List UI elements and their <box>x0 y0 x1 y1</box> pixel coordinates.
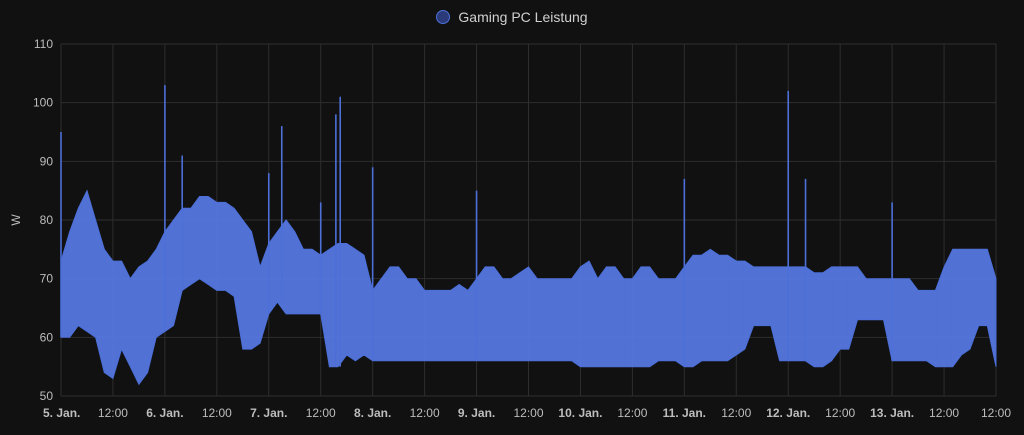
legend-label[interactable]: Gaming PC Leistung <box>458 9 588 25</box>
y-tick-label: 110 <box>34 37 53 51</box>
x-tick-label: 7. Jan. <box>250 406 287 420</box>
x-tick-label: 12. Jan. <box>766 406 810 420</box>
x-tick-label: 5. Jan. <box>43 406 80 420</box>
x-tick-label: 12:00 <box>306 406 336 420</box>
x-tick-label: 12:00 <box>617 406 647 420</box>
x-tick-label: 10. Jan. <box>558 406 602 420</box>
legend-swatch[interactable] <box>436 10 451 24</box>
x-tick-label: 12:00 <box>929 406 959 420</box>
y-tick-label: 70 <box>40 272 54 286</box>
x-tick-label: 9. Jan. <box>458 406 495 420</box>
y-tick-label: 100 <box>33 96 53 110</box>
y-tick-label: 50 <box>40 389 54 403</box>
y-tick-label: 90 <box>40 154 54 168</box>
y-axis-label: W <box>9 214 23 226</box>
legend[interactable]: Gaming PC Leistung <box>0 9 1024 25</box>
x-tick-label: 12:00 <box>202 406 232 420</box>
x-tick-label: 11. Jan. <box>663 406 706 420</box>
series-band <box>60 189 997 386</box>
x-tick-label: 12:00 <box>513 406 543 420</box>
y-tick-label: 60 <box>40 330 54 344</box>
y-tick-label: 80 <box>40 213 54 227</box>
x-tick-label: 12:00 <box>98 406 128 420</box>
x-tick-label: 12:00 <box>721 406 751 420</box>
x-tick-label: 6. Jan. <box>146 406 183 420</box>
x-tick-label: 12:00 <box>981 406 1011 420</box>
x-tick-label: 12:00 <box>410 406 440 420</box>
x-tick-label: 12:00 <box>825 406 855 420</box>
x-tick-label: 8. Jan. <box>354 406 391 420</box>
x-tick-label: 13. Jan. <box>870 406 914 420</box>
